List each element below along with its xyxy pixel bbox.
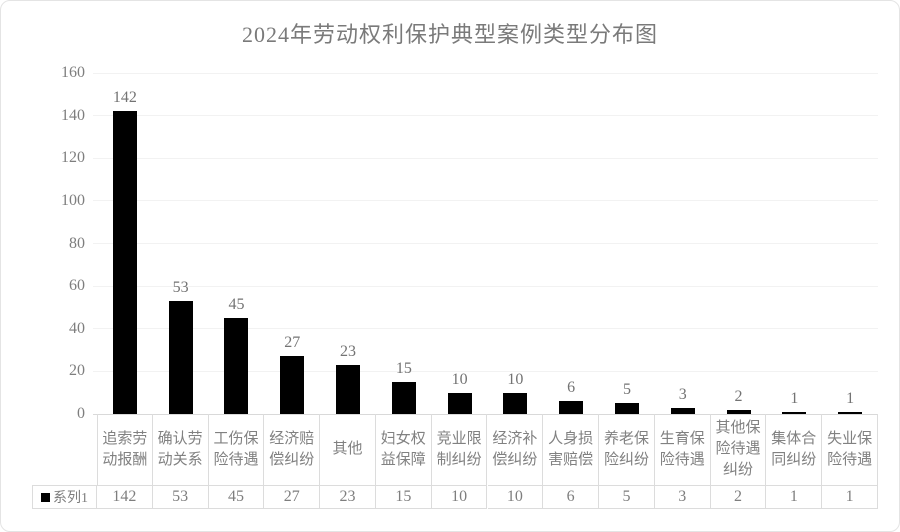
table-value-cell: 10	[487, 485, 544, 509]
category-label-cell: 生育保 险待遇	[655, 414, 711, 485]
gridline	[93, 285, 878, 287]
table-value-cell: 53	[152, 485, 209, 509]
table-value-cell: 23	[320, 485, 376, 509]
bar	[168, 301, 193, 414]
table-value-cell: 3	[654, 485, 711, 509]
bar	[726, 409, 751, 414]
table-value-cell: 15	[375, 485, 432, 509]
y-axis-tick-label: 40	[69, 319, 85, 337]
category-label-cell: 妇女权 益保障	[376, 414, 432, 485]
bar-value-label: 15	[395, 360, 412, 378]
category-label-cell: 其他保 险待遇 纠纷	[711, 414, 767, 485]
bar-value-label: 10	[507, 370, 524, 388]
bar-value-label: 1	[846, 389, 855, 407]
y-axis-tick-label: 160	[61, 64, 85, 81]
bar	[559, 401, 584, 414]
bar-value-label: 6	[567, 379, 576, 397]
gridline	[93, 243, 878, 244]
y-axis-tick-label: 20	[69, 362, 85, 380]
category-label-cell: 养老保 险纠纷	[599, 414, 655, 485]
bar-value-label: 23	[340, 342, 357, 360]
bar-value-label: 2	[734, 387, 743, 405]
bar-value-label: 142	[112, 89, 137, 107]
gridline	[93, 72, 878, 74]
bar	[670, 407, 695, 414]
legend-cell: 系列1	[32, 485, 97, 509]
bar	[391, 382, 416, 414]
legend-marker-icon	[41, 492, 50, 502]
table-value-cell: 10	[431, 485, 488, 509]
y-axis-tick-label: 120	[61, 149, 85, 167]
y-axis-tick-label: 80	[69, 234, 85, 252]
table-value-cell: 1	[766, 485, 823, 509]
category-label-cell: 工伤保 险待遇	[209, 414, 265, 485]
category-label-cell: 失业保 险待遇	[822, 414, 878, 485]
category-label-cell: 集体合 同纠纷	[766, 414, 823, 485]
bar	[614, 403, 639, 414]
table-value-cell: 27	[264, 485, 321, 509]
category-label-cell: 追索劳 动报酬	[97, 414, 153, 485]
bar	[280, 356, 305, 414]
table-value-cell: 142	[97, 485, 153, 509]
gridline	[93, 157, 878, 159]
y-axis-tick-label: 140	[61, 106, 85, 124]
x-axis-line	[93, 413, 878, 415]
category-label-cell: 经济补 偿纠纷	[488, 414, 544, 485]
bar	[336, 364, 361, 414]
category-label-cell: 确认劳 动关系	[153, 414, 209, 485]
bar-value-label: 53	[172, 279, 189, 297]
category-label-cell: 其他	[320, 414, 376, 485]
y-axis-tick-label: 60	[69, 277, 85, 295]
legend-series-label: 系列1	[53, 491, 88, 506]
table-value-cell: 2	[710, 485, 767, 509]
category-label-cell: 经济赔 偿纠纷	[264, 414, 321, 485]
chart-title: 2024年劳动权利保护典型案例类型分布图	[241, 22, 658, 47]
bar	[782, 411, 807, 414]
bar	[838, 411, 863, 414]
bar	[447, 392, 472, 414]
gridline	[93, 115, 878, 117]
y-axis-tick-label: 100	[61, 191, 85, 209]
table-value-cell: 45	[208, 485, 265, 509]
gridline	[93, 328, 878, 330]
bar-value-label: 45	[228, 296, 245, 314]
table-value-cell: 5	[599, 485, 655, 509]
table-value-cell: 6	[543, 485, 600, 509]
bar-value-label: 5	[622, 381, 631, 399]
gridline	[93, 370, 878, 372]
bar-value-label: 3	[678, 385, 687, 403]
category-label-cell: 竞业限 制纠纷	[432, 414, 488, 485]
bar	[224, 318, 249, 414]
bar-value-label: 1	[790, 389, 799, 407]
bar	[503, 392, 528, 414]
y-axis-tick-label: 0	[77, 405, 85, 422]
category-label-cell: 人身损 害赔偿	[543, 414, 600, 485]
bar-value-label: 27	[284, 334, 301, 352]
gridline	[93, 200, 878, 202]
bar-value-label: 10	[451, 370, 468, 388]
bar	[112, 111, 137, 414]
table-value-cell: 1	[822, 485, 878, 509]
